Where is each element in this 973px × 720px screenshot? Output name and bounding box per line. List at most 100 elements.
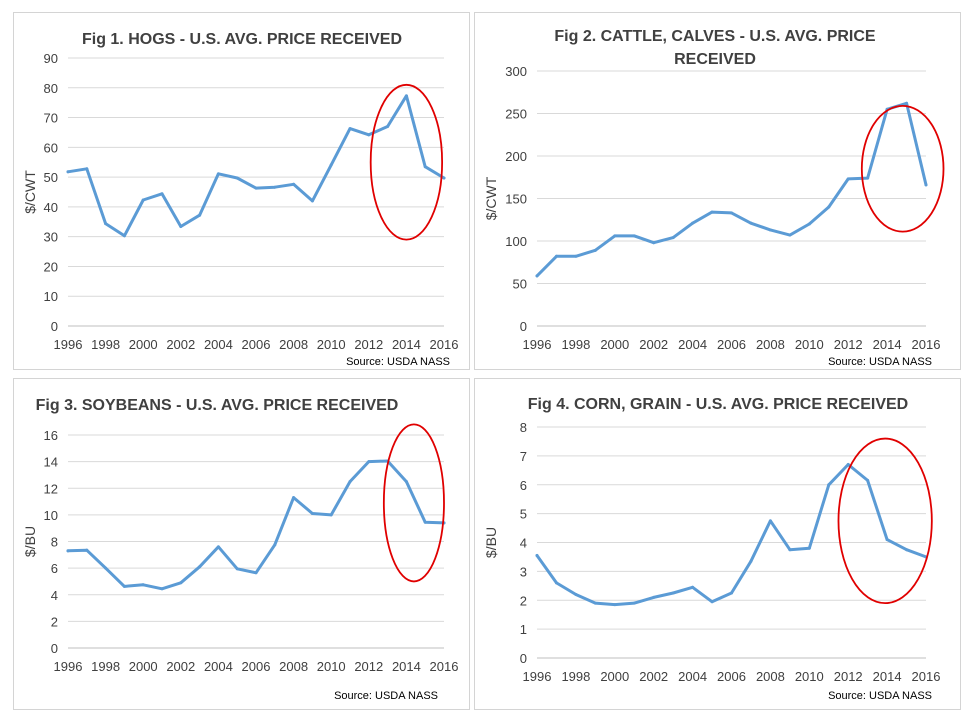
x-tick-label: 1998: [561, 337, 590, 352]
x-tick-label: 2010: [795, 337, 824, 352]
x-tick-label: 2006: [717, 669, 746, 684]
data-point: [329, 513, 333, 517]
y-axis-label: $/BU: [22, 526, 38, 557]
data-point: [807, 546, 811, 550]
y-tick-label: 150: [505, 192, 527, 207]
chart-panel-hogs: Fig 1. HOGS - U.S. AVG. PRICE RECEIVED 0 1…: [13, 12, 470, 370]
chart-title: RECEIVED: [674, 51, 756, 68]
x-tick-label: 2006: [242, 337, 271, 352]
data-point: [367, 460, 371, 464]
chart-title: Fig 1. HOGS - U.S. AVG. PRICE RECEIVED: [82, 31, 402, 48]
series-line: [535, 463, 928, 607]
data-point: [85, 548, 89, 552]
data-point: [905, 548, 909, 552]
data-point: [574, 254, 578, 258]
y-tick-label: 14: [44, 455, 58, 470]
source-note: Source: USDA NASS: [346, 356, 450, 368]
y-tick-label: 1: [520, 622, 527, 637]
data-point: [554, 581, 558, 585]
x-tick-label: 2012: [834, 337, 863, 352]
y-tick-label: 70: [44, 111, 58, 126]
x-tick-label: 2014: [873, 337, 902, 352]
data-point: [85, 167, 89, 171]
data-point: [768, 519, 772, 523]
y-tick-label: 60: [44, 140, 58, 155]
y-tick-label: 250: [505, 107, 527, 122]
x-tick-label: 2014: [392, 337, 421, 352]
data-point: [442, 176, 446, 180]
y-tick-label: 30: [44, 230, 58, 245]
data-point: [593, 248, 597, 252]
x-tick-label: 2016: [912, 669, 941, 684]
y-axis-label: $/BU: [483, 527, 499, 558]
x-tick-label: 2014: [873, 669, 902, 684]
highlight-ellipse: [837, 437, 933, 605]
data-point: [179, 581, 183, 585]
y-tick-label: 2: [51, 614, 58, 629]
x-tick-label: 2010: [795, 669, 824, 684]
data-point: [788, 548, 792, 552]
data-point: [198, 213, 202, 217]
y-tick-label: 5: [520, 507, 527, 522]
data-point: [749, 559, 753, 563]
x-tick-label: 2012: [354, 337, 383, 352]
data-point: [160, 192, 164, 196]
y-tick-label: 50: [513, 277, 527, 292]
chart-title: Fig 2. CATTLE, CALVES - U.S. AVG. PRICE: [554, 28, 876, 45]
data-point: [613, 234, 617, 238]
data-point: [671, 236, 675, 240]
data-point: [535, 274, 539, 278]
data-point: [367, 133, 371, 137]
x-tick-label: 1996: [54, 337, 83, 352]
x-tick-label: 2008: [279, 659, 308, 674]
x-tick-label: 2016: [430, 659, 459, 674]
data-point: [749, 221, 753, 225]
chart-panel-soybeans: Fig 3. SOYBEANS - U.S. AVG. PRICE RECEIV…: [13, 378, 470, 710]
source-note: Source: USDA NASS: [828, 356, 932, 368]
data-point: [710, 600, 714, 604]
data-point: [348, 127, 352, 131]
x-tick-label: 2004: [204, 659, 233, 674]
x-tick-label: 2014: [392, 659, 421, 674]
data-point: [273, 185, 277, 189]
x-tick-label: 2006: [242, 659, 271, 674]
data-point: [122, 234, 126, 238]
data-point: [423, 520, 427, 524]
y-tick-label: 80: [44, 81, 58, 96]
x-tick-label: 1996: [523, 337, 552, 352]
y-tick-label: 90: [44, 51, 58, 66]
x-tick-label: 1996: [523, 669, 552, 684]
data-point: [404, 94, 408, 98]
data-point: [254, 571, 258, 575]
data-point: [846, 177, 850, 181]
data-point: [160, 587, 164, 591]
x-tick-label: 2016: [912, 337, 941, 352]
chart-svg: Fig 1. HOGS - U.S. AVG. PRICE RECEIVED 0 1…: [22, 31, 458, 368]
x-tick-label: 2006: [717, 337, 746, 352]
y-tick-label: 6: [51, 561, 58, 576]
data-point: [273, 543, 277, 547]
data-point: [866, 176, 870, 180]
x-tick-label: 1998: [91, 337, 120, 352]
data-point: [179, 225, 183, 229]
data-point: [691, 585, 695, 589]
data-point: [691, 221, 695, 225]
y-axis-label: $/CWT: [483, 176, 499, 220]
y-tick-label: 16: [44, 428, 58, 443]
y-tick-label: 20: [44, 259, 58, 274]
y-tick-label: 0: [520, 319, 527, 334]
source-note: Source: USDA NASS: [334, 690, 438, 702]
data-point: [104, 222, 108, 226]
y-tick-label: 8: [51, 535, 58, 550]
data-point: [827, 205, 831, 209]
data-point: [574, 592, 578, 596]
data-point: [593, 601, 597, 605]
data-point: [554, 254, 558, 258]
y-tick-label: 0: [520, 651, 527, 666]
y-tick-label: 100: [505, 234, 527, 249]
data-point: [216, 172, 220, 176]
data-point: [292, 182, 296, 186]
data-point: [141, 583, 145, 587]
data-point: [846, 463, 850, 467]
x-tick-label: 2010: [317, 659, 346, 674]
